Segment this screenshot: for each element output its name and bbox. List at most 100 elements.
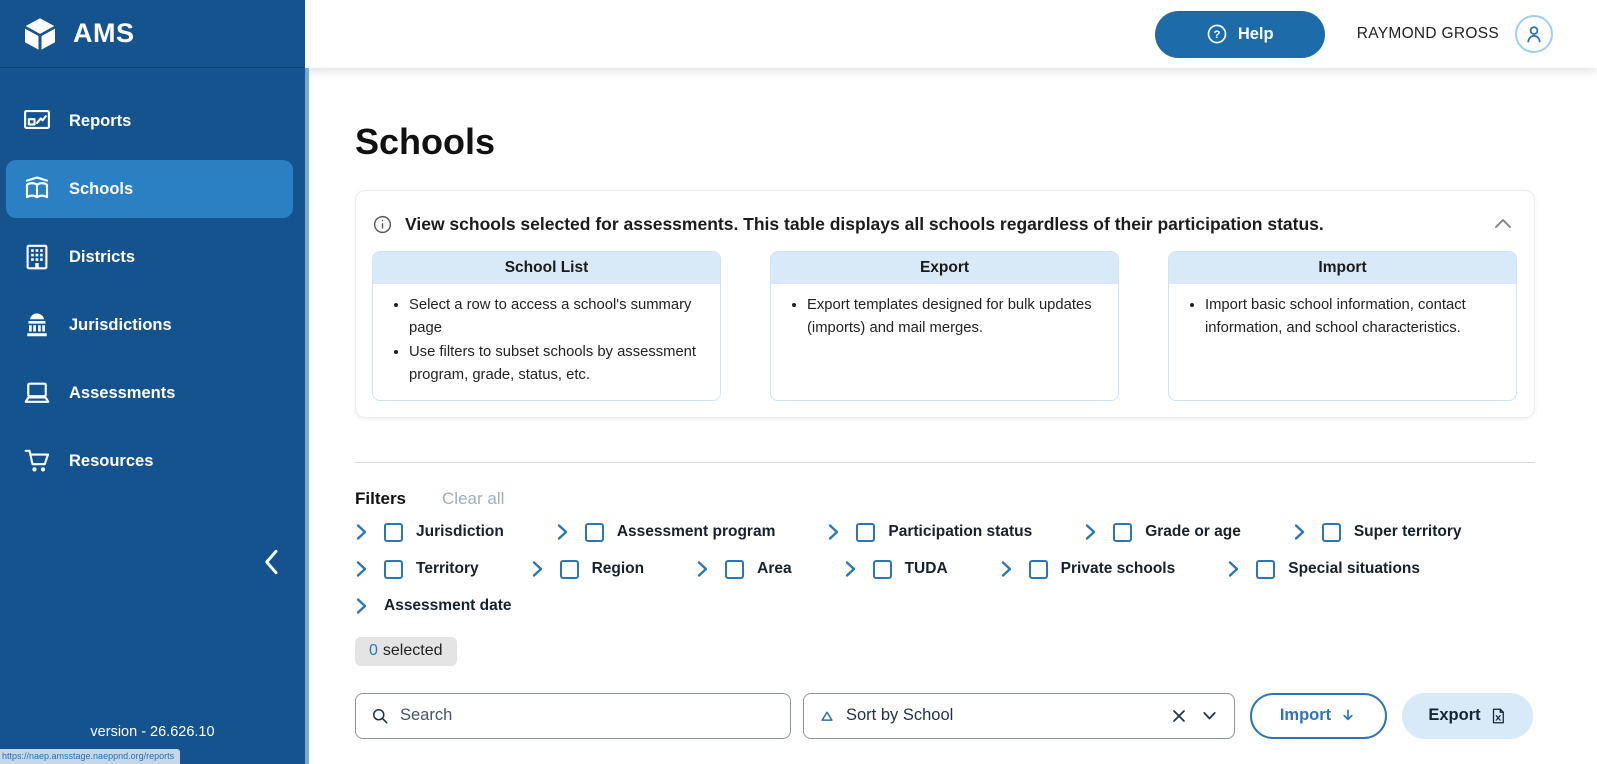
sidebar-edge-divider [305,68,309,764]
sidebar-item-jurisdictions[interactable]: Jurisdictions [6,296,293,354]
filter-private-schools[interactable]: Private schools [1000,559,1176,579]
version-label: version - 26.626.10 [90,724,215,740]
sidebar-collapse-button[interactable] [252,542,292,582]
card-export: Export Export templates designed for bul… [770,251,1119,401]
filter-checkbox[interactable] [1028,559,1048,579]
filter-assessment-date[interactable]: Assessment date [355,597,512,615]
filter-special-situations[interactable]: Special situations [1227,559,1420,579]
user-name: RAYMOND GROSS [1356,25,1499,42]
filter-row-3: Assessment date [355,597,1597,615]
chevron-right-icon [1084,523,1097,541]
filter-label: Jurisdiction [416,523,504,540]
export-button-label: Export [1428,706,1481,724]
filter-checkbox[interactable] [725,559,745,579]
download-arrow-icon [1339,707,1357,725]
sidebar-item-schools[interactable]: Schools [6,160,293,218]
assessments-icon [22,378,52,408]
filter-row-2: Territory Region Area TUDA Private schoo… [355,559,1597,579]
filter-super-territory[interactable]: Super territory [1293,522,1462,542]
filter-label: Super territory [1353,523,1462,540]
sidebar-item-assessments[interactable]: Assessments [6,364,293,422]
help-button[interactable]: ? Help [1154,10,1325,58]
filter-area[interactable]: Area [696,559,792,579]
export-button[interactable]: Export [1402,692,1533,739]
filter-grade-or-age[interactable]: Grade or age [1084,522,1241,542]
info-banner-text: View schools selected for assessments. T… [405,213,1324,234]
page-title: Schools [355,121,496,162]
reports-icon [22,106,52,136]
person-icon [1522,22,1546,46]
selection-count: 0 [369,641,378,659]
chevron-down-icon[interactable] [1199,705,1220,726]
sidebar-item-label: Districts [69,247,136,266]
filter-label: Assessment program [616,523,776,540]
filter-checkbox[interactable] [1321,522,1341,542]
filter-label: Grade or age [1145,523,1241,540]
filter-checkbox[interactable] [384,559,403,579]
chevron-right-icon [1000,560,1013,578]
sidebar-nav: Reports Schools [0,92,305,490]
chevron-right-icon [844,560,857,578]
clear-all-filters-link[interactable]: Clear all [442,488,505,508]
sidebar-item-label: Assessments [69,383,176,402]
import-button-label: Import [1279,706,1332,724]
filter-checkbox[interactable] [384,522,403,542]
chevron-right-icon [355,597,368,615]
filter-participation-status[interactable]: Participation status [827,522,1033,542]
main-content: Schools View schools selected for assess… [309,68,1597,764]
clear-sort-icon[interactable] [1169,706,1189,726]
search-box[interactable] [355,692,791,739]
filter-territory[interactable]: Territory [355,559,479,579]
chevron-right-icon [1293,523,1306,541]
filter-label: Participation status [888,523,1033,540]
sidebar-item-districts[interactable]: Districts [6,228,293,286]
sidebar: AMS Reports Schools [0,0,305,764]
card-title: Import [1169,252,1516,284]
filter-region[interactable]: Region [531,559,644,579]
collapse-banner-button[interactable] [1488,209,1518,239]
card-school-list: School List Select a row to access a sch… [372,251,721,401]
filter-checkbox[interactable] [872,559,892,579]
filter-checkbox[interactable] [559,559,579,579]
import-button[interactable]: Import [1250,692,1387,739]
filter-label: Area [757,560,792,577]
sidebar-item-label: Jurisdictions [69,315,172,334]
filter-checkbox[interactable] [1113,522,1133,542]
chevron-right-icon [355,560,368,578]
filter-tuda[interactable]: TUDA [844,559,948,579]
info-panel: View schools selected for assessments. T… [355,190,1535,418]
search-icon [370,706,390,726]
sort-select[interactable]: Sort by School [803,692,1235,739]
card-bullet: Use filters to subset schools by assessm… [409,341,706,388]
section-divider [355,461,1535,463]
info-icon [372,214,393,235]
districts-icon [22,242,52,272]
spreadsheet-icon [1489,707,1507,725]
app-name: AMS [73,18,135,48]
filter-jurisdiction[interactable]: Jurisdiction [355,522,504,542]
filter-checkbox[interactable] [856,522,876,542]
sidebar-item-resources[interactable]: Resources [6,432,293,490]
chevron-up-icon [1491,212,1515,236]
chevron-right-icon [1227,560,1240,578]
user-avatar[interactable] [1515,15,1553,53]
card-import: Import Import basic school information, … [1168,251,1517,401]
card-title: School List [373,252,720,284]
chevron-left-icon [259,546,285,578]
app-logo[interactable]: AMS [0,0,305,68]
card-body: Export templates designed for bulk updat… [771,284,1118,396]
filter-label: Private schools [1060,560,1176,577]
list-toolbar: Sort by School Import Export [355,692,1597,739]
selection-word: selected [382,641,443,659]
card-body: Import basic school information, contact… [1169,284,1516,396]
resources-icon [22,446,52,476]
filter-checkbox[interactable] [584,522,604,542]
card-body: Select a row to access a school's summar… [373,284,720,400]
card-title: Export [771,252,1118,284]
card-bullet: Export templates designed for bulk updat… [807,294,1104,341]
sidebar-item-reports[interactable]: Reports [6,92,293,150]
sidebar-item-label: Reports [69,111,132,130]
filter-checkbox[interactable] [1256,559,1276,579]
filter-assessment-program[interactable]: Assessment program [556,522,776,542]
search-input[interactable] [400,706,776,725]
